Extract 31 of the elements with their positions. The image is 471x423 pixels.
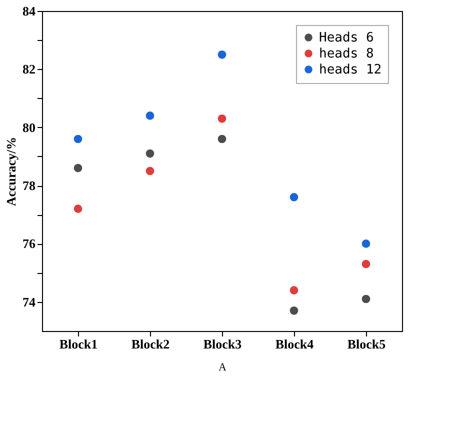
x-tick-label: Block5 [347,336,386,352]
point [74,134,82,144]
point [290,306,298,315]
point [74,204,82,213]
point [218,134,226,144]
y-tick-label: 74 [22,294,36,310]
y-axis-title: Accuracy/% [4,136,18,206]
point [146,149,154,158]
point [146,112,154,120]
y-tick-label: 84 [22,4,36,18]
legend-label: heads 8 [319,46,374,62]
x-tick-label: Block3 [203,336,242,352]
point [218,50,226,59]
x-axis-title: A [218,362,227,374]
y-tick-label: 78 [22,178,36,194]
x-tick-label: Block1 [59,336,98,352]
y-tick-label: 76 [22,236,36,252]
legend-label: heads 12 [319,62,382,78]
x-tick-label: Block2 [131,336,170,352]
point [290,193,298,202]
y-tick-label: 80 [22,120,36,135]
legend-label: Heads 6 [319,30,374,46]
point [362,294,370,304]
point [146,166,154,176]
x-tick-label: Block4 [275,336,314,352]
point [218,114,226,123]
y-tick-label: 82 [22,62,36,77]
point [290,286,298,294]
point [74,164,82,172]
point [362,240,370,248]
point [362,260,370,268]
